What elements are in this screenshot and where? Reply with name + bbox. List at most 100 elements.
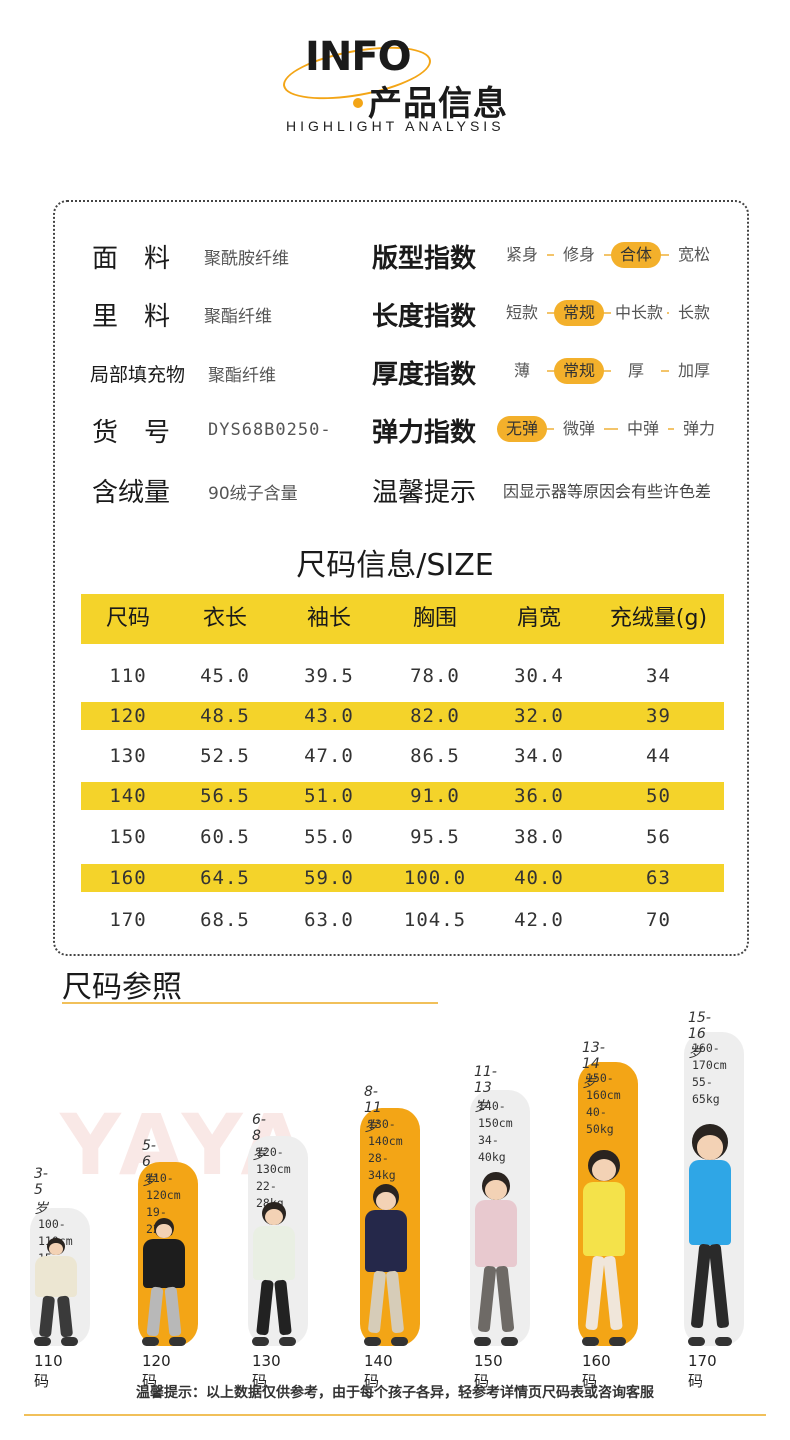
height-weight-info: 150-160cm 40-50kg (586, 1070, 621, 1138)
product-info-title: 产品信息 (368, 84, 508, 124)
scale-line (497, 370, 719, 372)
th-length: 衣长 (202, 606, 247, 631)
scale-option: 宽松 (669, 242, 719, 268)
size-code-label: 150码 (474, 1352, 503, 1390)
size-table-cell: 120 (109, 705, 147, 727)
size-table-cell: 63.0 (304, 909, 354, 931)
age-label: 8-11岁 (364, 1084, 382, 1135)
bottom-divider (24, 1414, 766, 1416)
size-table-cell: 55.0 (304, 826, 354, 848)
scale-option: 长款 (669, 300, 719, 326)
orbit-dot (353, 98, 363, 108)
size-table-cell: 45.0 (200, 665, 250, 687)
age-label: 6-8岁 (252, 1112, 266, 1163)
age-label: 3-5岁 (34, 1166, 48, 1217)
height-range: 110-120cm (146, 1171, 181, 1202)
size-table-cell: 91.0 (410, 785, 460, 807)
size-table-cell: 38.0 (514, 826, 564, 848)
scale-option: 紧身 (497, 242, 547, 268)
th-sleeve: 袖长 (306, 606, 351, 631)
spec-value: DYS68B0250- (208, 420, 332, 440)
th-size: 尺码 (105, 606, 150, 631)
size-table-title: 尺码信息/SIZE (296, 548, 494, 583)
scale-option: 短款 (497, 300, 547, 326)
age-label: 15-16岁 (688, 1010, 711, 1061)
size-table-cell: 56.5 (200, 785, 250, 807)
age-label: 5-6岁 (142, 1138, 156, 1189)
scale-option: 修身 (554, 242, 604, 268)
scale-line (497, 428, 719, 430)
size-table-cell: 34.0 (514, 745, 564, 767)
spec-value: 聚酯纤维 (208, 366, 276, 386)
size-table-cell: 150 (109, 826, 147, 848)
scale-option-selected: 合体 (611, 242, 661, 268)
size-table-cell: 130 (109, 745, 147, 767)
height-range: 150-160cm (586, 1071, 621, 1102)
size-table-cell: 48.5 (200, 705, 250, 727)
index-label: 厚度指数 (372, 360, 477, 390)
size-table-cell: 36.0 (514, 785, 564, 807)
spec-value: 90绒子含量 (208, 484, 298, 504)
size-table-cell: 170 (109, 909, 147, 931)
scale-option: 加厚 (669, 358, 719, 384)
size-table-cell: 43.0 (304, 705, 354, 727)
index-scale: 薄 常规 厚 加厚 (497, 358, 719, 384)
spec-label: 货 号 (92, 418, 171, 448)
size-table-row: 120 48.5 43.0 82.0 32.0 39 (81, 702, 724, 730)
weight-range: 34-40kg (478, 1133, 506, 1164)
child-model-photo (687, 1124, 733, 1346)
bottom-warm-tip: 温馨提示：以上数据仅供参考，由于每个孩子各异，轻参考详情页尺码表或咨询客服 (136, 1385, 654, 1401)
title-underline (62, 1002, 438, 1004)
index-label: 弹力指数 (372, 418, 477, 448)
child-model-photo (363, 1184, 409, 1346)
scale-option: 厚 (611, 358, 661, 384)
size-code-label: 140码 (364, 1352, 393, 1390)
age-label: 13-14岁 (582, 1040, 605, 1091)
size-code-label: 130码 (252, 1352, 281, 1390)
size-table-row: 160 64.5 59.0 100.0 40.0 63 (81, 864, 724, 892)
size-table-cell: 51.0 (304, 785, 354, 807)
size-table-cell: 39 (646, 705, 671, 727)
size-table-cell: 39.5 (304, 665, 354, 687)
tip-label: 温馨提示 (372, 478, 477, 508)
size-table-cell: 30.4 (514, 665, 564, 687)
size-table-cell: 86.5 (410, 745, 460, 767)
height-range: 120-130cm (256, 1145, 291, 1176)
size-table-row: 130 52.5 47.0 86.5 34.0 44 (81, 742, 724, 770)
size-reference-title: 尺码参照 (62, 970, 182, 1005)
height-weight-info: 160-170cm 55-65kg (692, 1040, 727, 1108)
size-table-row: 150 60.5 55.0 95.5 38.0 56 (81, 823, 724, 851)
th-shoulder: 肩宽 (516, 606, 561, 631)
size-table-cell: 104.5 (403, 909, 467, 931)
weight-range: 40-50kg (586, 1105, 614, 1136)
index-scale: 紧身 修身 合体 宽松 (497, 242, 719, 268)
scale-option: 中弹 (618, 416, 668, 442)
tip-text: 因显示器等原因会有些许色差 (503, 482, 712, 501)
size-code-label: 160码 (582, 1352, 611, 1390)
size-table-cell: 160 (109, 867, 147, 889)
size-table-row: 170 68.5 63.0 104.5 42.0 70 (81, 906, 724, 934)
th-fill: 充绒量(g) (609, 606, 708, 631)
info-heading: INFO (305, 34, 412, 80)
child-model-photo (141, 1218, 187, 1346)
index-scale: 短款 常规 中长款 长款 (497, 300, 719, 326)
child-model-photo (251, 1202, 297, 1346)
index-scale: 无弹 微弹 中弹 弹力 (497, 416, 724, 442)
child-model-photo (581, 1150, 627, 1346)
child-model-photo (33, 1238, 79, 1346)
weight-range: 55-65kg (692, 1075, 720, 1106)
scale-option-selected: 常规 (554, 300, 604, 326)
index-label: 长度指数 (372, 302, 477, 332)
scale-line (497, 254, 719, 256)
size-table-cell: 32.0 (514, 705, 564, 727)
size-code-label: 120码 (142, 1352, 171, 1390)
size-table-cell: 68.5 (200, 909, 250, 931)
height-weight-info: 140-150cm 34-40kg (478, 1098, 513, 1166)
weight-range: 28-34kg (368, 1151, 396, 1182)
size-table-row: 110 45.0 39.5 78.0 30.4 34 (81, 662, 724, 690)
spec-value: 聚酯纤维 (204, 307, 272, 327)
size-table-cell: 50 (646, 785, 671, 807)
size-table-header: 尺码 衣长 袖长 胸围 肩宽 充绒量(g) (81, 594, 724, 644)
size-table-cell: 56 (646, 826, 671, 848)
highlight-analysis-subtitle: HIGHLIGHT ANALYSIS (286, 118, 505, 134)
